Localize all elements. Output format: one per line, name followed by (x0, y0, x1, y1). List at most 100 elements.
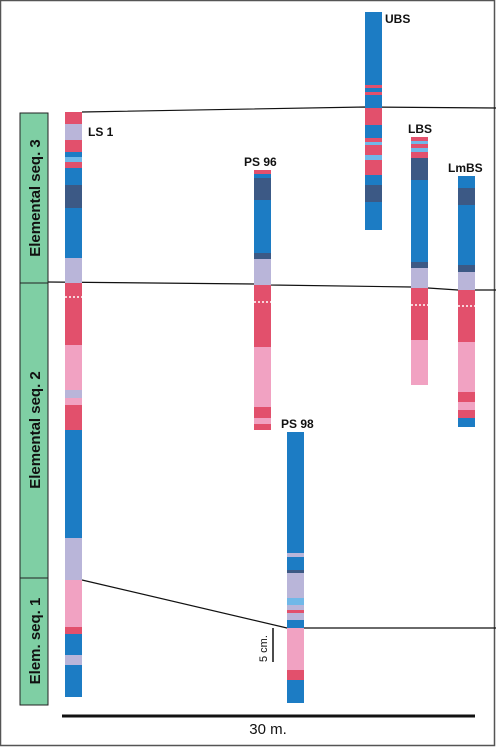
column-label: PS 96 (244, 155, 277, 169)
column-label: LBS (408, 122, 432, 136)
columns (65, 12, 475, 703)
sequence-box (19, 112, 49, 284)
layer (287, 613, 304, 620)
layer (365, 95, 382, 108)
column-label: LmBS (448, 161, 483, 175)
layer (65, 665, 82, 697)
layer (365, 175, 382, 185)
layer (287, 628, 304, 670)
column-label: PS 98 (281, 417, 314, 431)
layer (65, 208, 82, 258)
layer (65, 157, 82, 162)
layer (287, 570, 304, 573)
layer (65, 390, 82, 398)
layer (254, 253, 271, 259)
sequence-box (19, 577, 49, 706)
layer (458, 418, 475, 427)
layer (65, 124, 82, 140)
sequence-label: Elem. seq. 1 (27, 598, 44, 685)
layer (254, 285, 271, 347)
layer (411, 262, 428, 268)
layer (411, 268, 428, 288)
layer (365, 108, 382, 125)
layer (411, 137, 428, 141)
layer (365, 145, 382, 155)
layer (458, 392, 475, 402)
layer (65, 152, 82, 157)
layer (365, 85, 382, 88)
layer (458, 342, 475, 392)
layer (287, 557, 304, 570)
layer (65, 398, 82, 405)
layer (411, 180, 428, 262)
sequence-label: Elemental seq. 2 (27, 371, 44, 489)
layer (365, 155, 382, 160)
layer (365, 125, 382, 138)
layer (65, 405, 82, 430)
layer (365, 202, 382, 230)
layer (287, 670, 304, 680)
layer (254, 424, 271, 430)
layer (458, 176, 475, 188)
layer (365, 92, 382, 95)
layer (411, 144, 428, 148)
layer (365, 88, 382, 92)
layer (411, 288, 428, 340)
layer (411, 158, 428, 180)
layer (65, 185, 82, 208)
layer (65, 112, 82, 124)
layer (365, 138, 382, 142)
layer (254, 170, 271, 174)
layer (65, 140, 82, 152)
layer (287, 610, 304, 613)
layer (411, 152, 428, 158)
layer (287, 620, 304, 628)
layer (254, 174, 271, 178)
layer (65, 655, 82, 665)
layer (254, 259, 271, 285)
layer (365, 160, 382, 175)
layer (65, 580, 82, 627)
scale-label: 30 m. (249, 721, 287, 738)
layer (65, 162, 82, 168)
layer (65, 627, 82, 634)
layer (287, 598, 304, 605)
layer (458, 205, 475, 265)
layer (65, 634, 82, 655)
layer (411, 340, 428, 385)
layer (65, 538, 82, 580)
layer (458, 290, 475, 342)
layer (365, 142, 382, 145)
column-label: UBS (385, 12, 410, 26)
sequence-box (19, 282, 49, 579)
sequence-label: Elemental seq. 3 (27, 139, 44, 257)
layer (65, 283, 82, 345)
layer (365, 185, 382, 202)
layer (287, 680, 304, 703)
layer (458, 188, 475, 205)
layer (65, 258, 82, 283)
layer (287, 553, 304, 557)
layer (65, 345, 82, 390)
layer (411, 148, 428, 152)
layer (65, 430, 82, 538)
sequence-boxes (19, 112, 49, 706)
layer (458, 410, 475, 418)
layer (287, 573, 304, 598)
layer (458, 265, 475, 272)
layer (411, 141, 428, 144)
layer (458, 402, 475, 410)
layer (287, 432, 304, 553)
layer (254, 200, 271, 253)
layer (254, 178, 271, 200)
layer (287, 605, 304, 610)
scale-label: 5 cm. (258, 635, 270, 662)
layer (65, 168, 82, 185)
layer (254, 418, 271, 424)
layer (254, 407, 271, 418)
layer (458, 272, 475, 290)
layer (254, 347, 271, 407)
layer (365, 12, 382, 85)
column-label: LS 1 (88, 125, 114, 139)
